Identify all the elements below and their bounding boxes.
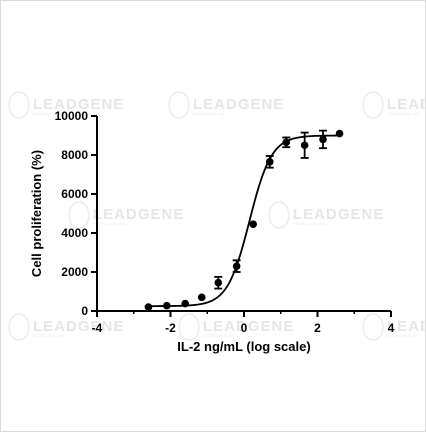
watermark-logo-icon: [68, 201, 90, 229]
fit-curve-layer: [144, 134, 340, 308]
y-tick-label: 10000: [55, 109, 89, 123]
watermark-logo-icon: [268, 201, 290, 229]
watermark-logo-icon: [168, 91, 190, 119]
watermark-brand: LEADGENE: [193, 96, 284, 113]
watermark-brand: LEADGENE: [33, 318, 124, 335]
watermark-tagline: BIOMEDICAL INC.: [387, 111, 421, 116]
data-point: [197, 293, 206, 302]
data-point: [300, 141, 309, 150]
x-axis-title: IL-2 ng/mL (log scale): [177, 339, 310, 354]
watermark-tagline: BIOMEDICAL INC.: [193, 111, 227, 116]
data-point-group: [319, 129, 328, 150]
data-point-group: [181, 299, 189, 308]
watermark-tagline: BIOMEDICAL INC.: [93, 221, 127, 226]
y-tick-label: 0: [81, 304, 88, 318]
y-tick-label: 2000: [61, 265, 88, 279]
x-tick-label: -2: [165, 321, 176, 335]
watermark-tagline: BIOMEDICAL INC.: [33, 333, 67, 338]
y-tick-label: 4000: [61, 226, 88, 240]
watermark-brand: LEADGENE: [93, 206, 184, 223]
data-point: [163, 301, 171, 310]
watermark-logo-icon: [8, 313, 30, 341]
data-point: [181, 299, 189, 308]
watermark-logo-icon: [8, 91, 30, 119]
watermark-tagline: BIOMEDICAL INC.: [203, 333, 237, 338]
watermark-tagline: BIOMEDICAL INC.: [33, 111, 67, 116]
watermark-brand: LEADGENE: [387, 96, 426, 113]
watermark-brand: LEADGENE: [293, 206, 384, 223]
data-point-group: [335, 129, 344, 138]
axes: -4 -2 0 2 4 0 2000 4000 6000 8000 10000: [55, 109, 395, 335]
watermark-brand: LEADGENE: [33, 96, 124, 113]
x-tick-label: -4: [92, 321, 103, 335]
watermark-logo-icon: [362, 91, 384, 119]
x-tick-label: 0: [241, 321, 248, 335]
data-point: [265, 158, 274, 166]
watermark-brand: LEADGENE: [387, 318, 426, 335]
data-point-group: [300, 131, 309, 159]
data-point: [249, 220, 257, 229]
x-tick-label: 2: [314, 321, 321, 335]
y-tick-label: 8000: [61, 148, 88, 162]
watermark-tagline: BIOMEDICAL INC.: [387, 333, 421, 338]
data-point: [335, 129, 344, 138]
watermark-logo-icon: [178, 313, 200, 341]
data-point: [319, 135, 327, 144]
data-point-group: [214, 275, 223, 290]
data-points-layer: [144, 129, 344, 311]
x-tick-label: 4: [388, 321, 395, 335]
y-axis-title: Cell proliferation (%): [29, 150, 44, 277]
data-point-group: [144, 303, 153, 311]
watermark-tagline: BIOMEDICAL INC.: [293, 221, 327, 226]
data-point: [214, 278, 223, 287]
watermark-brand: LEADGENE: [203, 318, 294, 335]
data-point-group: [197, 293, 206, 302]
data-point-group: [282, 136, 291, 149]
watermark-logo-icon: [362, 313, 384, 341]
data-point-group: [163, 301, 171, 310]
fit-curve: [144, 134, 340, 308]
data-point-group: [265, 155, 274, 169]
data-point-group: [249, 220, 257, 229]
data-point-group: [232, 259, 241, 273]
data-point: [282, 138, 291, 147]
y-tick-label: 6000: [61, 187, 88, 201]
data-point: [144, 303, 153, 311]
data-point: [232, 262, 241, 270]
